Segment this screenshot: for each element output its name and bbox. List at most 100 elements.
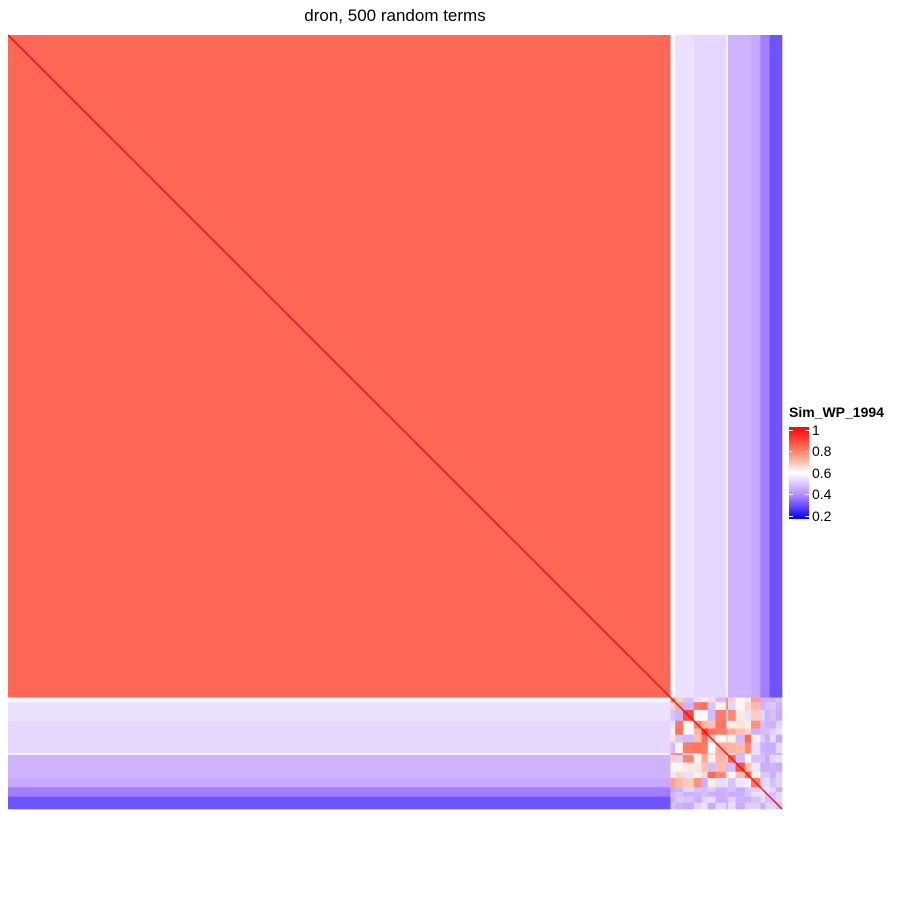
heatmap-cell xyxy=(707,709,716,722)
heatmap-cell xyxy=(682,702,695,711)
heatmap-cell xyxy=(682,796,695,804)
legend-tick-label: 1 xyxy=(812,422,820,438)
legend-tick-mark xyxy=(805,494,809,495)
heatmap-cell xyxy=(726,762,729,773)
heatmap-cell xyxy=(675,697,684,703)
heatmap-cell xyxy=(670,802,676,810)
heatmap-cell xyxy=(715,697,727,703)
heatmap-cell xyxy=(670,702,676,711)
heatmap-band-row xyxy=(8,720,671,754)
heatmap-cell xyxy=(764,753,770,756)
heatmap-cell xyxy=(775,702,783,711)
heatmap-cell xyxy=(764,762,770,773)
heatmap-cell xyxy=(701,734,708,743)
heatmap-cell xyxy=(744,702,752,711)
heatmap-band-column xyxy=(727,35,752,698)
heatmap-cell xyxy=(727,697,736,703)
heatmap-cell xyxy=(675,753,684,756)
heatmap-cell xyxy=(693,791,702,797)
heatmap-cell xyxy=(769,771,777,779)
heatmap-cell xyxy=(707,697,716,703)
heatmap-cell xyxy=(693,753,702,756)
heatmap-band-row xyxy=(8,697,671,703)
legend-tick-mark xyxy=(789,430,793,431)
heatmap-cell xyxy=(693,787,702,793)
chart-title: dron, 500 random terms xyxy=(304,6,486,25)
heatmap-cell xyxy=(769,754,777,763)
heatmap-cell xyxy=(727,771,736,779)
heatmap-cell xyxy=(707,787,716,793)
heatmap-cell xyxy=(775,753,783,756)
heatmap-band-row xyxy=(8,796,671,810)
heatmap-cell xyxy=(682,787,695,793)
heatmap-cell xyxy=(675,802,684,810)
heatmap-cell xyxy=(775,742,783,754)
heatmap-cell xyxy=(751,742,761,754)
heatmap-band-column xyxy=(670,35,676,698)
legend-tick-label: 0.8 xyxy=(812,443,832,459)
heatmap-cell xyxy=(769,791,777,797)
heatmap-cell xyxy=(670,720,676,729)
heatmap-cell xyxy=(715,802,727,810)
heatmap-cell xyxy=(670,762,676,773)
heatmap-cell xyxy=(769,778,777,788)
heatmap-cell xyxy=(701,754,708,763)
heatmap-cell xyxy=(751,796,761,804)
heatmap-cell xyxy=(726,720,729,729)
heatmap-cell xyxy=(675,791,684,797)
heatmap-cell xyxy=(775,771,783,779)
legend-tick-label: 0.2 xyxy=(812,508,832,524)
heatmap-cell xyxy=(769,728,777,735)
heatmap-cell xyxy=(735,697,746,703)
heatmap-cell xyxy=(707,762,716,773)
heatmap-cell xyxy=(693,742,702,754)
heatmap-cell xyxy=(764,720,770,729)
heatmap-cell xyxy=(735,796,746,804)
heatmap-cell xyxy=(682,771,695,779)
heatmap-cell xyxy=(715,720,727,729)
heatmap-cell xyxy=(775,754,783,763)
legend-tick-mark xyxy=(789,494,793,495)
heatmap-cell xyxy=(675,796,684,804)
heatmap-cell xyxy=(670,728,676,735)
heatmap-cell xyxy=(670,787,676,793)
heatmap-cell xyxy=(751,709,761,722)
heatmap-cell xyxy=(707,771,716,779)
heatmap-cell xyxy=(715,734,727,743)
heatmap-cell xyxy=(675,742,684,754)
heatmap-cell xyxy=(726,734,729,743)
heatmap-cell xyxy=(701,709,708,722)
heatmap-cell xyxy=(735,791,746,797)
legend-tick-label: 0.6 xyxy=(812,465,832,481)
heatmap-cell xyxy=(764,702,770,711)
heatmap-cell xyxy=(775,697,783,703)
heatmap-cell xyxy=(775,709,783,722)
heatmap-cell xyxy=(769,762,777,773)
heatmap-cell xyxy=(727,778,736,788)
heatmap-cell xyxy=(707,796,716,804)
heatmap-cell xyxy=(751,787,761,793)
heatmap-cell xyxy=(693,771,702,779)
heatmap-cell xyxy=(764,778,770,788)
heatmap-cell xyxy=(701,802,708,810)
heatmap-cell xyxy=(760,754,766,763)
heatmap-cell xyxy=(701,762,708,773)
heatmap-cell xyxy=(726,754,729,763)
heatmap-cell xyxy=(735,734,746,743)
heatmap-cell xyxy=(715,771,727,779)
heatmap-cell xyxy=(693,802,702,810)
heatmap-cell xyxy=(727,791,736,797)
heatmap-cell xyxy=(670,778,676,788)
heatmap-cell xyxy=(682,791,695,797)
heatmap-cell xyxy=(715,778,727,788)
heatmap-cell xyxy=(727,787,736,793)
heatmap-cell xyxy=(760,728,766,735)
legend-tick-mark xyxy=(789,473,793,474)
heatmap-cell xyxy=(764,771,770,779)
heatmap-cell xyxy=(715,791,727,797)
heatmap-cell xyxy=(727,709,736,722)
heatmap-cell xyxy=(707,754,716,763)
heatmap-cell xyxy=(707,720,716,729)
heatmap-cell xyxy=(707,702,716,711)
heatmap-cell xyxy=(760,796,766,804)
